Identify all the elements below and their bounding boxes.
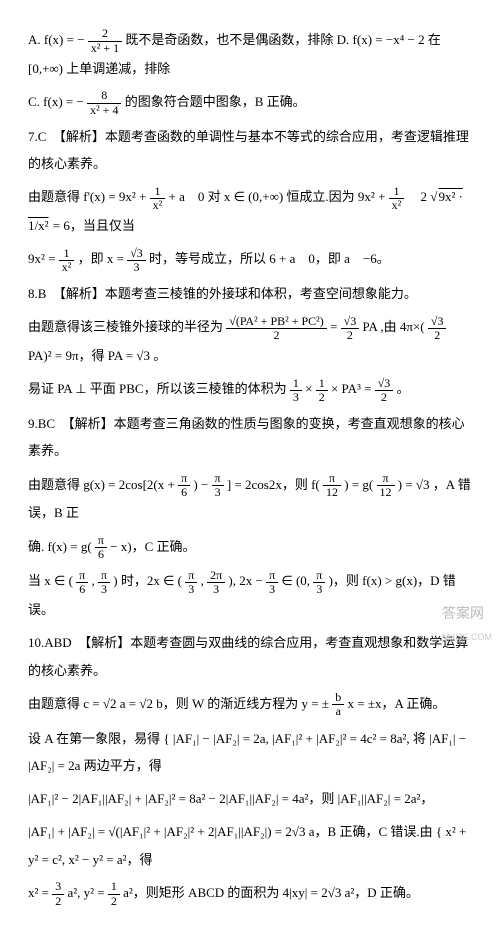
q7-p2c: 时，等号成立，所以 6 + a 0，即 a −6。 xyxy=(149,251,390,266)
q10-head: 10.ABD 【解析】本题考查圆与双曲线的综合应用，考查直观想象和数学运算的核心… xyxy=(28,629,472,684)
q9-frac8: π3 xyxy=(185,569,197,596)
q10-p3: |AF₁|² − 2|AF₁||AF₂| + |AF₂|² = 8a² − 2|… xyxy=(28,785,472,812)
q8-frac2: √32 xyxy=(341,315,360,342)
line-c: C. f(x) = − 8x² + 4 的图象符合题中图象，B 正确。 xyxy=(28,88,472,117)
q8-frac3: √32 xyxy=(428,315,447,342)
q9-frac4: π12 xyxy=(377,472,395,499)
q10-p1a: 由题意得 c = √2 a = √2 b，则 W 的渐近线方程为 y = ± xyxy=(28,696,332,711)
q9-p1c: ] = 2cos2x，则 f( xyxy=(227,477,320,492)
q9-p3: 当 x ∈ ( π6 , π3 ) 时，2x ∈ ( π3 , 2π3 ), 2… xyxy=(28,567,472,623)
line-a: A. f(x) = − 2x² + 1 既不是奇函数，也不是偶函数，排除 D. … xyxy=(28,26,472,82)
c-fx: f(x) = − xyxy=(43,94,84,109)
q7-frac2: 1x² xyxy=(389,185,405,212)
q7-frac3: 1x² xyxy=(59,247,75,274)
q8-p1c: PA ,由 4π×( xyxy=(362,319,424,334)
q8-p2d: 。 xyxy=(397,381,410,396)
q7-p2: 9x² = 1x² ，即 x = √33 时，等号成立，所以 6 + a 0，即… xyxy=(28,245,472,274)
q7-p1: 由题意得 f'(x) = 9x² + 1x² + a 0 对 x ∈ (0,+∞… xyxy=(28,183,472,239)
q10-frac2: 32 xyxy=(52,880,64,907)
q7-p2a: 9x² = xyxy=(28,251,59,266)
q7-p2b: ，即 x = xyxy=(78,251,128,266)
q9-p2: 确. f(x) = g( π6 − x)，C 正确。 xyxy=(28,533,472,562)
q9-p2b: − x)，C 正确。 xyxy=(110,539,195,554)
q10-frac1: ba xyxy=(332,691,344,718)
q9-frac2: π3 xyxy=(212,472,224,499)
q7-frac4: √33 xyxy=(127,247,146,274)
q8-frac4: 13 xyxy=(290,377,302,404)
q10-p4: |AF₁| + |AF₂| = √(|AF₁|² + |AF₂|² + 2|AF… xyxy=(28,818,472,873)
q10-p1: 由题意得 c = √2 a = √2 b，则 W 的渐近线方程为 y = ± b… xyxy=(28,690,472,719)
c-post: 的图象符合题中图象，B 正确。 xyxy=(125,94,306,109)
q9-p1b: ) − xyxy=(193,477,211,492)
q9-p3e: ), 2x − xyxy=(228,573,266,588)
q9-p3f: ∈ (0, xyxy=(281,573,313,588)
q8-frac5: 12 xyxy=(316,377,328,404)
q10-p5c: a²，则矩形 ABCD 的面积为 4|xy| = 2√3 a²，D 正确。 xyxy=(123,885,419,900)
q8-p2b: × xyxy=(305,381,316,396)
q9-p3c: ) 时，2x ∈ ( xyxy=(113,573,182,588)
q9-p1: 由题意得 g(x) = 2cos[2(x + π6 ) − π3 ] = 2co… xyxy=(28,471,472,527)
c-pre: C. xyxy=(28,94,40,109)
a-pre: A. xyxy=(28,32,41,47)
q8-p1: 由题意得该三棱锥外接球的半径为 √(PA² + PB² + PC²)2 = √3… xyxy=(28,313,472,369)
q9-p1d: ) = g( xyxy=(344,477,373,492)
q10-p5b: a², y² = xyxy=(67,885,107,900)
q10-p1b: x = ±x，A 正确。 xyxy=(347,696,445,711)
watermark-main: 答案网 xyxy=(442,605,484,621)
a-fx: f(x) = − xyxy=(44,32,85,47)
q7-head: 7.C 【解析】本题考查函数的单调性与基本不等式的综合应用，考查逻辑推理的核心素… xyxy=(28,123,472,178)
q8-p1b: = xyxy=(330,319,341,334)
watermark: 答案网 MXQE.COM xyxy=(442,599,492,647)
q8-frac1: √(PA² + PB² + PC²)2 xyxy=(226,315,327,342)
q7-p1a: 由题意得 f'(x) = 9x² + xyxy=(28,189,150,204)
q9-p1a: 由题意得 g(x) = 2cos[2(x + xyxy=(28,477,178,492)
q8-p1d: PA)² = 9π，得 PA = √3 。 xyxy=(28,348,166,363)
q9-frac7: π3 xyxy=(98,569,110,596)
q9-frac3: π12 xyxy=(323,472,341,499)
watermark-sub: MXQE.COM xyxy=(442,628,492,647)
q9-frac9: 2π3 xyxy=(207,569,225,596)
q10-frac3: 12 xyxy=(108,880,120,907)
q9-frac6: π6 xyxy=(76,569,88,596)
c-frac: 8x² + 4 xyxy=(87,89,121,116)
q7-p1d: = 6，当且仅当 xyxy=(53,218,135,233)
q9-p3a: 当 x ∈ ( xyxy=(28,573,73,588)
q10-p2: 设 A 在第一象限，易得 { |AF₁| − |AF₂| = 2a, |AF₁|… xyxy=(28,725,472,780)
q8-head: 8.B 【解析】本题考查三棱锥的外接球和体积，考查空间想象能力。 xyxy=(28,280,472,307)
q10-p5: x² = 32 a², y² = 12 a²，则矩形 ABCD 的面积为 4|x… xyxy=(28,879,472,908)
q7-p1b: + a 0 对 x ∈ (0,+∞) 恒成立.因为 9x² + xyxy=(169,189,389,204)
q9-head: 9.BC 【解析】本题考查三角函数的性质与图象的变换，考查直观想象的核心素养。 xyxy=(28,410,472,465)
q7-p1c: 2 xyxy=(408,189,428,204)
q10-p5a: x² = xyxy=(28,885,52,900)
q8-frac6: √32 xyxy=(375,377,394,404)
a-frac: 2x² + 1 xyxy=(88,27,122,54)
q9-p2a: 确. f(x) = g( xyxy=(28,539,92,554)
q8-p2a: 易证 PA ⊥ 平面 PBC，所以该三棱锥的体积为 xyxy=(28,381,290,396)
q9-frac10: π3 xyxy=(266,569,278,596)
q8-p2: 易证 PA ⊥ 平面 PBC，所以该三棱锥的体积为 13 × 12 × PA³ … xyxy=(28,375,472,404)
q7-frac1: 1x² xyxy=(150,185,166,212)
q8-p2c: × PA³ = xyxy=(331,381,375,396)
q8-p1a: 由题意得该三棱锥外接球的半径为 xyxy=(28,319,226,334)
q9-frac11: π3 xyxy=(313,569,325,596)
q9-frac5: π6 xyxy=(95,534,107,561)
q9-frac1: π6 xyxy=(178,472,190,499)
